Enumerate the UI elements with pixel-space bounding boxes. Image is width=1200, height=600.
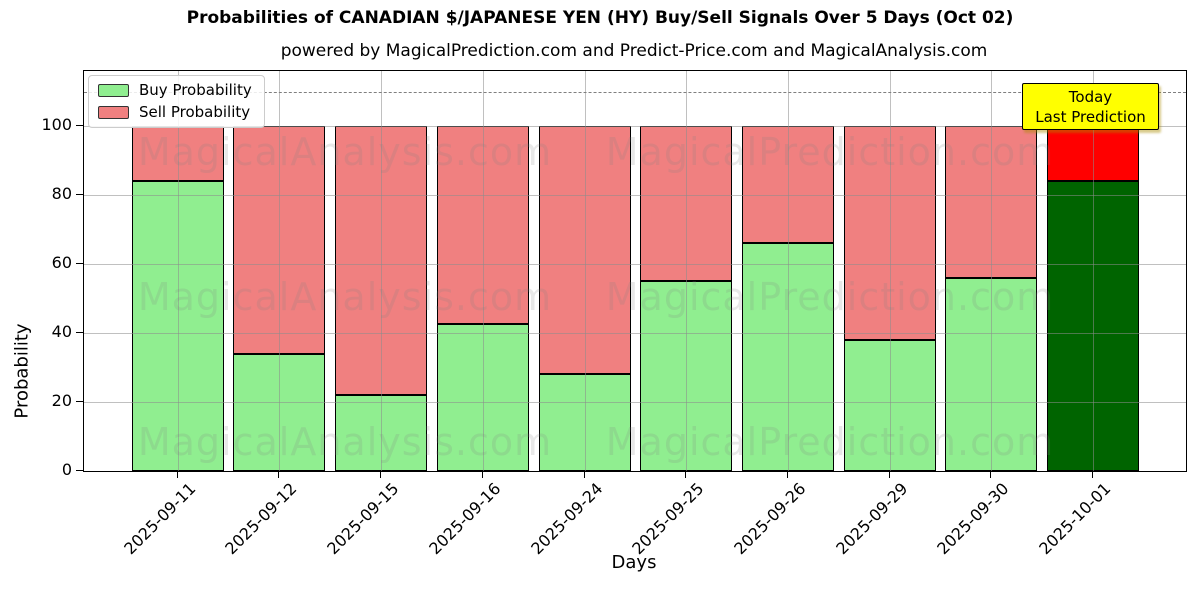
watermark-text: MagicalPrediction.com [605,420,1055,464]
h-gridline [84,402,1186,404]
x-tick-label: 2025-09-24 [526,479,606,559]
x-tick-label: 2025-09-16 [425,479,505,559]
x-tick-label: 2025-09-30 [933,479,1013,559]
v-gridline [889,71,891,471]
y-tick [76,332,83,334]
legend-item-buy: Buy Probability [98,83,252,98]
x-tick [990,471,992,478]
watermark-text: MagicalPrediction.com [605,275,1055,319]
watermark-text: MagicalPrediction.com [605,130,1055,174]
watermark-text: MagicalAnalysis.com [137,420,553,464]
h-gridline [84,126,1186,128]
y-tick-label: 80 [51,184,72,204]
annotation-line-1: Today [1068,87,1113,106]
x-tick [278,471,280,478]
x-tick [176,471,178,478]
chart-title: Probabilities of CANADIAN $/JAPANESE YEN… [186,8,1014,28]
x-tick-label: 2025-10-01 [1035,479,1115,559]
y-tick-label: 0 [61,460,72,479]
y-tick [76,194,83,196]
x-tick [786,471,788,478]
x-tick [1092,471,1093,478]
x-tick-label: 2025-09-25 [628,479,708,559]
dashed-threshold-line [84,91,1186,93]
x-axis-label: Days [611,552,657,573]
legend-label-buy: Buy Probability [139,81,252,99]
watermark-text: MagicalAnalysis.com [137,130,553,174]
x-tick-label: 2025-09-12 [221,479,301,559]
sell-swatch-icon [98,106,129,119]
v-gridline [991,71,993,471]
v-gridline [381,71,383,471]
h-gridline [84,264,1186,266]
legend-item-sell: Sell Probability [98,105,252,120]
plot-area: Probability [12,70,1187,472]
watermark-text: MagicalAnalysis.com [137,275,553,319]
today-annotation-box: Today Last Prediction [1022,83,1159,130]
x-tick [685,471,687,478]
y-tick [76,263,83,265]
y-tick-label: 40 [51,322,72,342]
h-gridline [84,333,1186,335]
y-tick-label: 100 [41,115,72,135]
v-gridline [279,71,281,471]
v-gridline [787,71,789,471]
v-gridline [177,71,179,471]
x-tick-label: 2025-09-29 [831,479,912,559]
h-gridline [84,195,1186,197]
legend-label-sell: Sell Probability [139,103,251,121]
x-tick-label: 2025-09-11 [119,479,200,559]
buy-swatch-icon [98,84,129,97]
legend: Buy Probability Sell Probability [88,75,265,128]
chart-subtitle: powered by MagicalPrediction.com and Pre… [280,41,988,61]
y-tick-label: 20 [51,391,72,411]
x-tick [583,471,585,478]
v-gridline [1093,71,1094,471]
y-tick [76,401,83,403]
annotation-line-2: Last Prediction [1035,107,1146,126]
v-gridline [686,71,688,471]
y-tick [76,125,83,127]
x-tick-label: 2025-09-26 [730,479,810,559]
x-tick [380,471,382,478]
x-tick-label: 2025-09-15 [323,479,403,559]
y-tick-label: 60 [51,253,72,273]
v-gridline [584,71,586,471]
v-gridline [482,71,484,471]
x-tick [888,471,890,478]
y-tick [76,470,83,471]
x-tick [481,471,483,478]
